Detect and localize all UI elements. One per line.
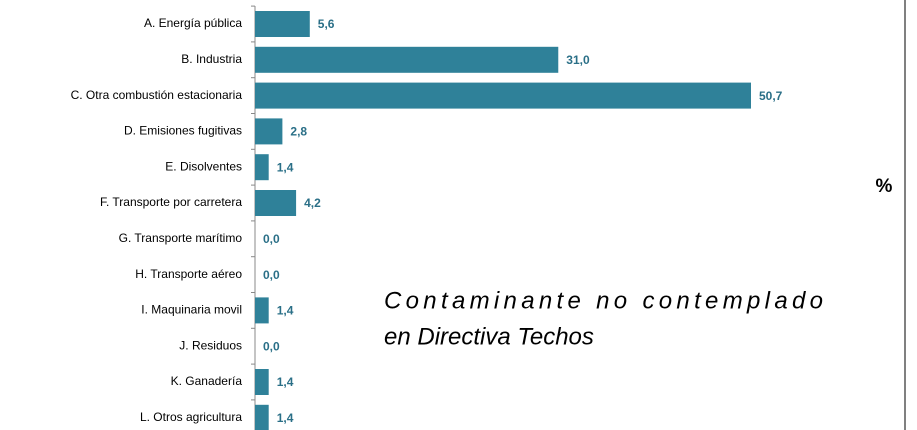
bar bbox=[255, 297, 269, 324]
annotation: Contaminante no contemplado bbox=[384, 287, 823, 314]
category-label: A. Energía pública bbox=[144, 16, 242, 30]
annotation: en Directiva Techos bbox=[384, 323, 594, 350]
bar bbox=[255, 11, 310, 37]
category-label: H. Transporte aéreo bbox=[135, 267, 242, 281]
value-label: 31,0 bbox=[566, 53, 590, 67]
category-label: D. Emisiones fugitivas bbox=[124, 124, 242, 138]
value-label: 0,0 bbox=[263, 232, 280, 246]
category-label: L. Otros agricultura bbox=[140, 410, 242, 424]
value-label: 5,6 bbox=[318, 17, 335, 31]
category-label: G. Transporte marítimo bbox=[119, 231, 243, 245]
value-label: 0,0 bbox=[263, 339, 280, 353]
category-label: J. Residuos bbox=[179, 338, 242, 352]
category-label: B. Industria bbox=[181, 52, 242, 66]
category-label: F. Transporte por carretera bbox=[100, 195, 242, 209]
value-label: 1,4 bbox=[277, 160, 294, 174]
bar bbox=[255, 154, 269, 181]
value-label: 2,8 bbox=[290, 125, 307, 139]
category-label: K. Ganadería bbox=[171, 374, 243, 388]
value-label: 4,2 bbox=[304, 196, 321, 210]
value-label: 1,4 bbox=[277, 375, 294, 389]
bar bbox=[255, 190, 297, 216]
bar bbox=[255, 82, 751, 109]
value-label: 0,0 bbox=[263, 268, 280, 282]
category-label: E. Disolventes bbox=[165, 159, 242, 173]
unit-label: % bbox=[876, 176, 893, 197]
value-label: 50,7 bbox=[759, 89, 783, 103]
category-label: I. Maquinaria movil bbox=[141, 303, 242, 317]
bar bbox=[255, 46, 559, 73]
bar bbox=[255, 404, 269, 430]
bar bbox=[255, 118, 283, 145]
value-label: 1,4 bbox=[277, 411, 294, 425]
bar bbox=[255, 369, 269, 395]
value-label: 1,4 bbox=[277, 304, 294, 318]
category-label: C. Otra combustión estacionaria bbox=[71, 88, 243, 102]
